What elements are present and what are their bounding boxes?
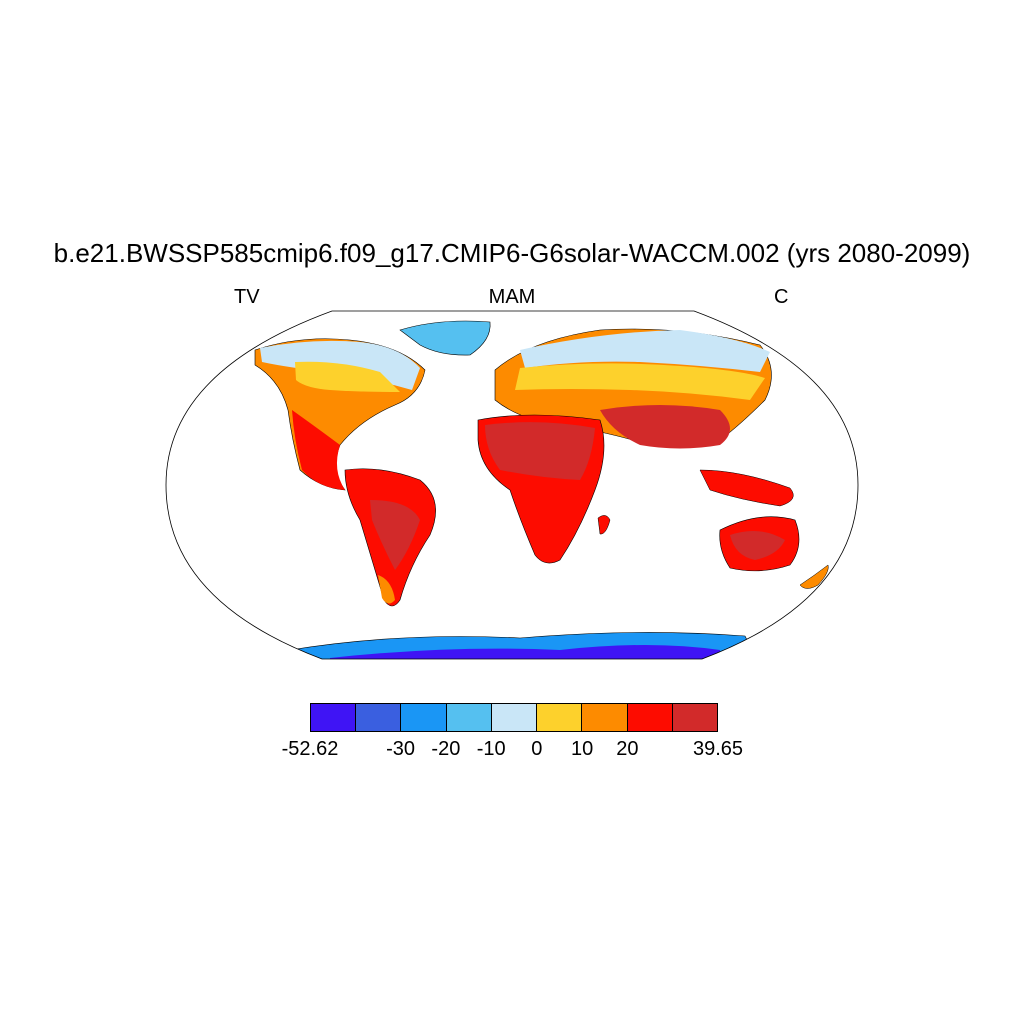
colorbar-tick-label: 20 <box>616 738 639 760</box>
colorbar <box>310 703 718 732</box>
colorbar-bin <box>356 704 402 731</box>
right-subtitle: C <box>774 286 789 308</box>
colorbar-tick-label: 0 <box>531 738 543 760</box>
globe-outline <box>165 310 859 660</box>
region-new-zealand <box>799 564 829 589</box>
colorbar-bin <box>491 704 538 731</box>
colorbar-bin <box>582 704 628 731</box>
colorbar-tick-label: -52.62 <box>281 738 339 760</box>
colorbar-bin <box>672 704 717 731</box>
colorbar-tick-label: -20 <box>431 738 461 760</box>
colorbar-tick-label: -30 <box>386 738 416 760</box>
colorbar-bin <box>311 704 357 731</box>
region-greenland <box>399 320 491 356</box>
colorbar-bin <box>446 704 492 731</box>
colorbar-bin <box>627 704 673 731</box>
center-subtitle: MAM <box>488 286 536 308</box>
colorbar-bin <box>401 704 447 731</box>
region-madagascar <box>597 515 611 535</box>
colorbar-tick-label: 10 <box>571 738 594 760</box>
colorbar-tick-label: 39.65 <box>692 738 744 760</box>
plot-title: b.e21.BWSSP585cmip6.f09_g17.CMIP6-G6sola… <box>53 238 971 268</box>
left-subtitle: TV <box>234 286 260 308</box>
region-indonesia <box>699 469 794 507</box>
colorbar-bin <box>537 704 583 731</box>
colorbar-tick-label: -10 <box>476 738 506 760</box>
